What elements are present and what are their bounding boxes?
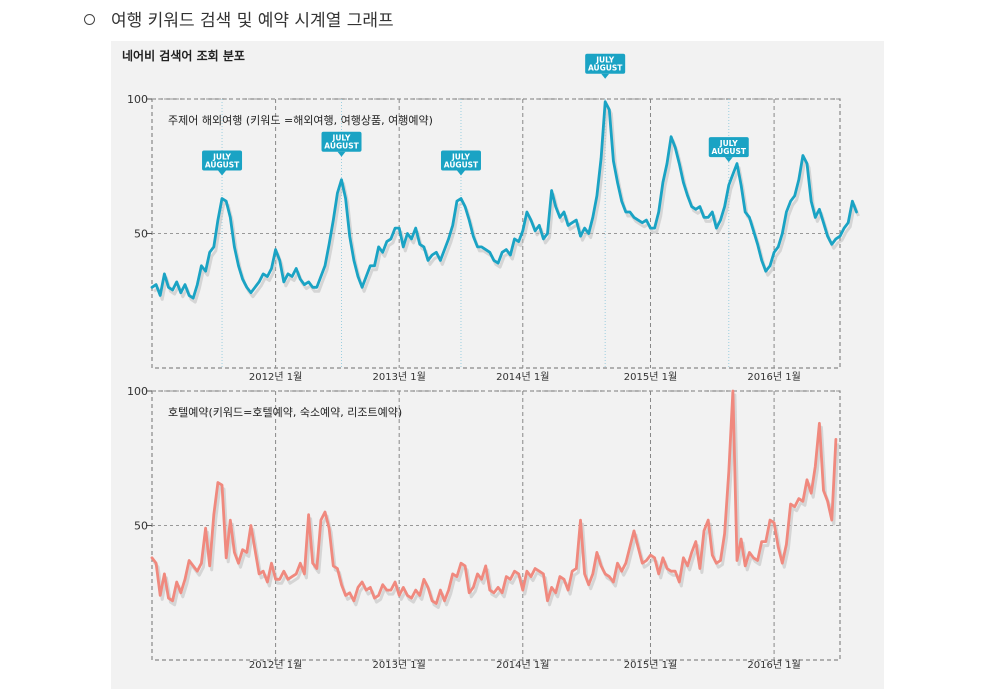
x-tick-label: 2016년 1월 (747, 371, 800, 383)
series-label: 호텔예약(키워드=호텔예약, 숙소예약, 리조트예약) (168, 405, 402, 419)
annotation-pointer (337, 151, 346, 157)
annotation-label: JULY (212, 153, 231, 162)
x-tick-label: 2014년 1월 (496, 659, 549, 671)
y-tick-label: 100 (127, 385, 148, 398)
x-tick-label: 2015년 1월 (624, 371, 677, 383)
annotation-label: AUGUST (444, 161, 479, 170)
annotation-label: JULY (719, 139, 738, 148)
x-tick-label: 2013년 1월 (372, 659, 425, 671)
series-line-1 (150, 389, 838, 605)
y-tick-label: 50 (134, 228, 148, 241)
annotation-box (321, 131, 362, 152)
x-tick-label: 2015년 1월 (624, 659, 677, 671)
annotation-label: JULY (451, 153, 470, 162)
annotation-label: JULY (595, 56, 614, 65)
annotation-pointer (456, 170, 465, 176)
bullet-icon (84, 13, 95, 25)
annotation-box (585, 53, 626, 74)
annotation-label: AUGUST (588, 64, 623, 73)
annotation-label: AUGUST (205, 161, 240, 170)
x-tick-label: 2014년 1월 (496, 371, 549, 383)
chart-figure (111, 41, 884, 689)
chart-panel-1: 100 50 2012년 1월 2013년 1월 2014년 1월 2015년 1월 201… (127, 53, 860, 383)
annotation-label: AUGUST (712, 147, 747, 156)
x-tick-label: 2012년 1월 (249, 659, 302, 671)
page-heading: 여행 키워드 검색 및 예약 시계열 그래프 (84, 6, 394, 31)
annotation-label: JULY (332, 134, 351, 143)
annotation-box (440, 150, 481, 171)
x-tick-label: 2012년 1월 (249, 371, 302, 383)
figure-title: 네어비 검색어 조회 분포 (122, 49, 245, 63)
annotation-box (202, 150, 243, 171)
annotation-pointer (218, 170, 227, 176)
series-shadow (153, 104, 860, 304)
heading-text: 여행 키워드 검색 및 예약 시계열 그래프 (111, 11, 394, 31)
y-tick-label: 100 (127, 93, 148, 106)
annotation-pointer (601, 73, 610, 79)
series-line-1 (150, 100, 858, 300)
x-tick-label: 2016년 1월 (747, 659, 800, 671)
annotation-label: AUGUST (324, 142, 359, 151)
x-tick-label: 2013년 1월 (372, 371, 425, 383)
y-tick-label: 50 (134, 520, 148, 533)
annotation-box (708, 137, 749, 158)
annotation-pointer (724, 157, 733, 163)
chart-panel-2: 100 50 2012년 1월 2013년 1월 2014년 1월 2015년 1월 201… (127, 385, 841, 671)
series-label: 주제어 해외여행 (키워드 =해외여행, 여행상품, 여행예약) (168, 113, 433, 127)
